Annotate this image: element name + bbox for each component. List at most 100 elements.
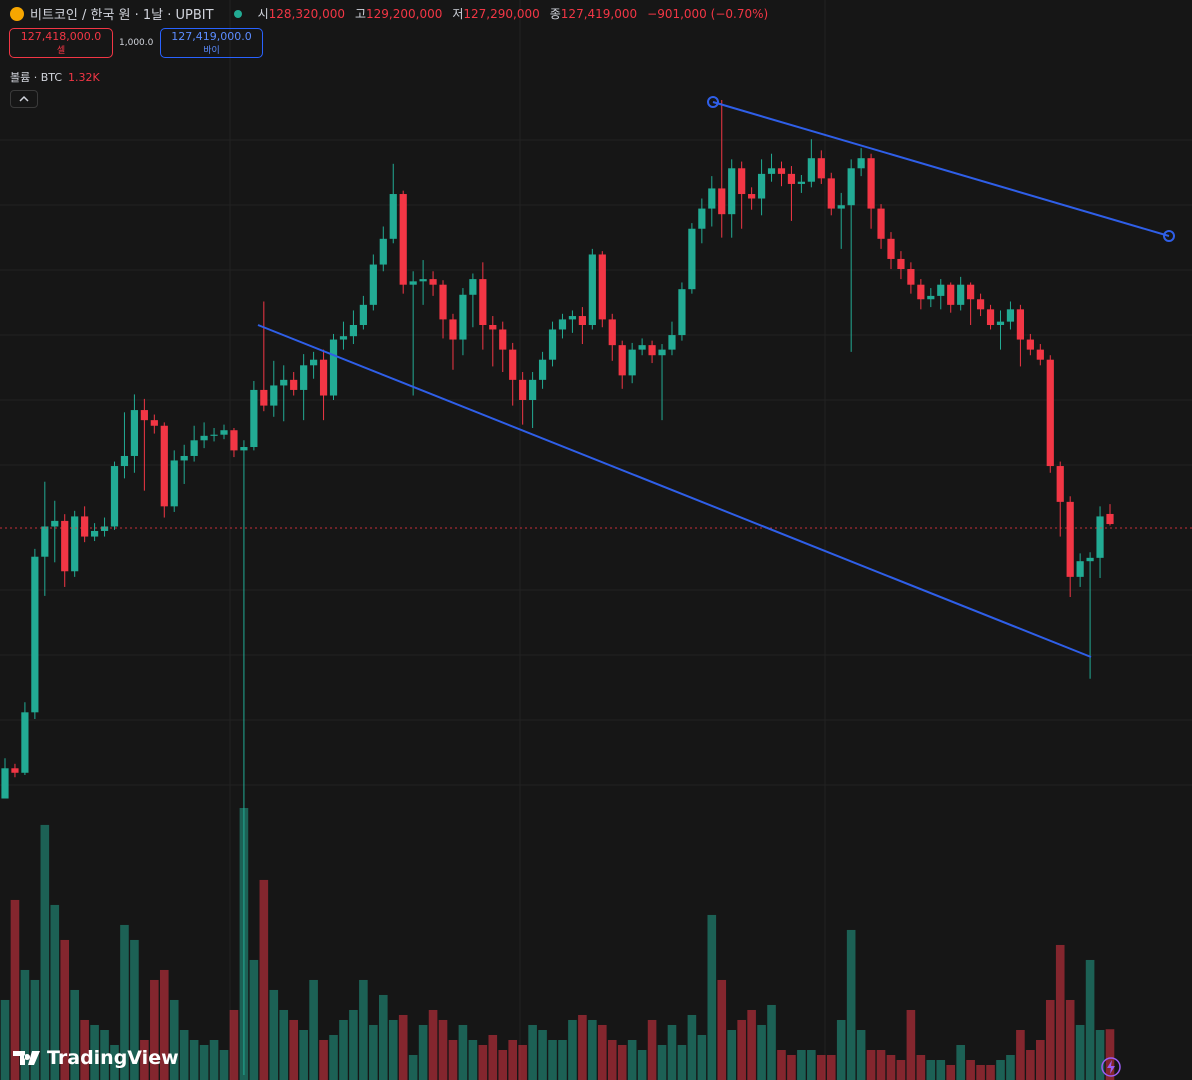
candle-body <box>120 455 129 467</box>
volume-bar <box>817 1054 826 1080</box>
candle-body <box>877 208 885 239</box>
candle-body <box>110 466 119 527</box>
trend-line[interactable] <box>712 101 1170 237</box>
volume-bar <box>40 824 50 1080</box>
volume-bar <box>50 904 60 1080</box>
candle-body <box>787 173 796 184</box>
volume-bar <box>876 1049 886 1080</box>
candle-body <box>1076 561 1084 577</box>
volume-bar <box>1075 1024 1085 1080</box>
candle-body <box>777 168 786 174</box>
candle-body <box>1 768 9 799</box>
volume-bar <box>10 899 20 1080</box>
volume-bar <box>1095 1029 1105 1080</box>
branding: TradingView <box>12 1047 179 1069</box>
candle-body <box>927 295 935 300</box>
ohlc-label: 시 <box>257 7 269 21</box>
candle-body <box>678 289 686 336</box>
candle-body <box>867 158 875 209</box>
trend-handle[interactable] <box>707 96 719 108</box>
volume-bar <box>717 979 727 1080</box>
candle-body <box>379 238 387 265</box>
candle-body <box>847 168 855 206</box>
volume-bar <box>508 1039 518 1080</box>
candle-body <box>280 379 288 386</box>
candle-body <box>359 304 367 325</box>
sell-button[interactable]: 127,418,000.0 셀 <box>9 28 113 58</box>
alert-icon[interactable] <box>1101 1057 1121 1077</box>
volume-bar <box>826 1054 836 1080</box>
sell-label: 셀 <box>56 46 66 56</box>
volume-bar <box>787 1054 796 1080</box>
volume-bar <box>60 939 70 1080</box>
sell-price: 127,418,000.0 <box>20 30 102 43</box>
logo <box>13 1051 40 1065</box>
volume-bar <box>747 1009 756 1080</box>
trend-line[interactable] <box>257 324 1092 658</box>
drawings <box>257 96 1175 658</box>
candle-body <box>41 526 49 557</box>
volume-bar <box>418 1024 428 1080</box>
candle-body <box>1006 309 1015 322</box>
spread: 1,000.0 <box>119 38 154 48</box>
volume-bar <box>458 1024 468 1080</box>
candle-body <box>937 284 945 296</box>
volume-bar <box>976 1064 985 1080</box>
ohlc-label: 고 <box>354 7 367 21</box>
candle-body <box>409 281 417 285</box>
volume-bar <box>1045 999 1055 1080</box>
candle-body <box>499 329 507 350</box>
candle-body <box>339 336 348 340</box>
volume-bar <box>189 1039 199 1080</box>
ohlc-value: 129,200,000 <box>366 7 443 21</box>
volume-bar <box>538 1029 547 1080</box>
candle-body <box>21 712 29 773</box>
volume-bar <box>667 1024 677 1080</box>
collapse-button[interactable] <box>10 90 38 108</box>
candle-body <box>1096 516 1104 558</box>
candle-body <box>638 345 646 350</box>
candle-body <box>967 284 975 300</box>
candle-body <box>897 258 905 270</box>
candle-body <box>399 194 407 285</box>
symbol[interactable]: 비트코인 / 한국 원 · 1날 · UPBIT <box>30 8 214 23</box>
volume-bar <box>150 979 159 1080</box>
volume-bar <box>657 1044 667 1080</box>
candle-body <box>180 455 188 461</box>
volume-bar <box>20 969 30 1080</box>
candle-body <box>90 530 99 537</box>
ohlc-item: 시128,320,000 <box>258 5 345 22</box>
trend-handle[interactable] <box>1163 230 1175 242</box>
volume-bar <box>617 1044 627 1080</box>
volume-bar <box>498 1049 508 1080</box>
ohlc-item: 종127,419,000 <box>550 5 637 22</box>
candle-body <box>1016 309 1025 340</box>
volume-bar <box>289 1019 298 1080</box>
candle-body <box>429 279 437 285</box>
candle-body <box>469 279 477 295</box>
volume-legend: 볼륨 · BTC 1.32K <box>10 69 100 85</box>
volume-bar <box>548 1039 557 1080</box>
candle-body <box>439 284 447 320</box>
volume-bar <box>1055 944 1065 1080</box>
candle-body <box>230 430 238 451</box>
volume-bar <box>1006 1054 1015 1080</box>
candle-body <box>140 410 148 421</box>
buy-button[interactable]: 127,419,000.0 바이 <box>160 28 263 58</box>
buy-price: 127,419,000.0 <box>171 30 252 43</box>
candle-body <box>310 359 318 366</box>
volume-bar <box>707 914 717 1080</box>
volume-bar <box>339 1019 348 1080</box>
volume-bar <box>916 1054 926 1080</box>
candle-body <box>319 359 328 396</box>
volume-bar <box>647 1019 657 1080</box>
volume-bar <box>956 1044 965 1080</box>
candle-body <box>857 158 865 169</box>
volume-bar <box>1036 1039 1045 1080</box>
candle-body <box>130 410 139 456</box>
volume-bar <box>727 1029 737 1080</box>
chevron <box>19 95 29 102</box>
volume-bar <box>926 1059 936 1080</box>
volume-bar <box>986 1064 995 1080</box>
candle-body <box>349 325 358 337</box>
